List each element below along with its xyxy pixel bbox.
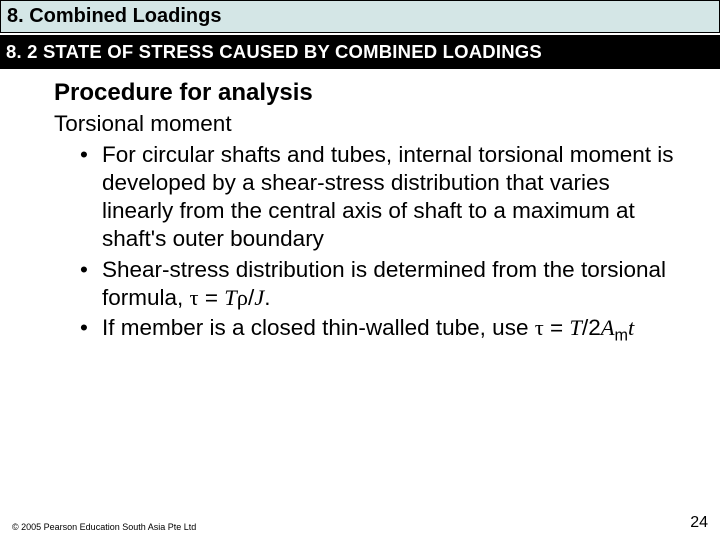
section-bar: 8. 2 STATE OF STRESS CAUSED BY COMBINED … <box>0 35 720 69</box>
bullet-prefix: If member is a closed thin-walled tube, … <box>102 315 535 340</box>
bullet-formula: τ = Tρ/J. <box>190 285 271 310</box>
content-area: Procedure for analysis Torsional moment … <box>0 69 720 346</box>
list-item: For circular shafts and tubes, internal … <box>80 141 680 254</box>
chapter-title: 8. Combined Loadings <box>7 5 221 27</box>
slide-page: 8. Combined Loadings 8. 2 STATE OF STRES… <box>0 0 720 540</box>
footer: © 2005 Pearson Education South Asia Pte … <box>12 514 708 532</box>
copyright-text: © 2005 Pearson Education South Asia Pte … <box>12 522 196 532</box>
content-heading: Procedure for analysis <box>54 79 680 107</box>
bullet-prefix: Shear-stress distribution is determined … <box>102 257 666 310</box>
bullet-list: For circular shafts and tubes, internal … <box>54 141 680 346</box>
section-title: 8. 2 STATE OF STRESS CAUSED BY COMBINED … <box>6 41 542 62</box>
bullet-formula: τ = T/2Amt <box>535 315 634 340</box>
bullet-text: For circular shafts and tubes, internal … <box>102 142 674 251</box>
page-number: 24 <box>690 514 708 532</box>
list-item: If member is a closed thin-walled tube, … <box>80 314 680 346</box>
list-item: Shear-stress distribution is determined … <box>80 256 680 312</box>
content-subheading: Torsional moment <box>54 111 680 137</box>
chapter-bar: 8. Combined Loadings <box>0 0 720 33</box>
